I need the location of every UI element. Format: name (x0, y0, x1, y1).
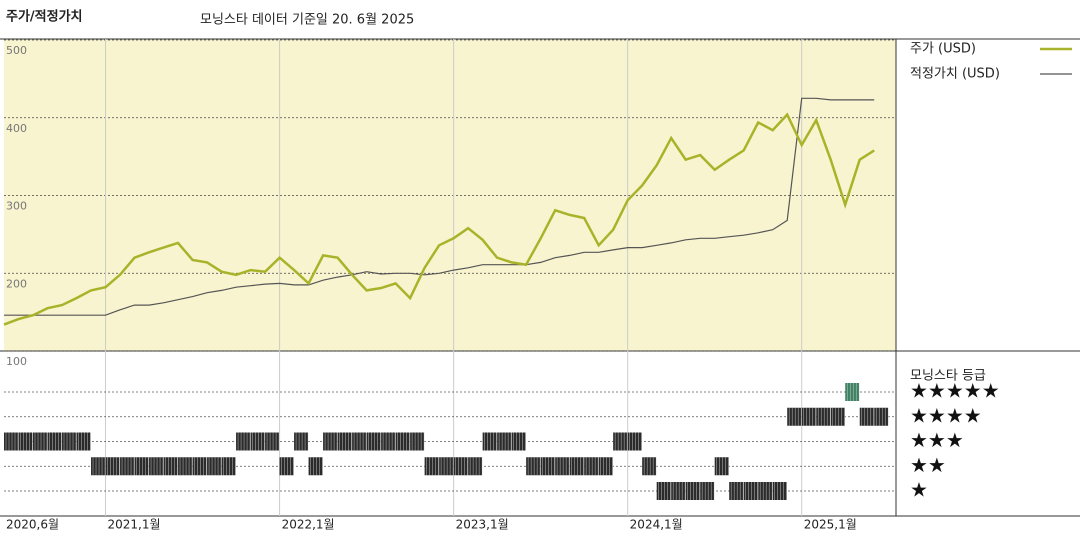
chart-subtitle: 모닝스타 데이터 기준일 20. 6월 2025 (200, 13, 414, 28)
rating-label: ★ (910, 478, 928, 502)
rating-bar (105, 457, 120, 476)
rating-label: ★★★★ (910, 403, 982, 427)
rating-bar (468, 457, 483, 476)
x-tick-label: 2020,6월 (6, 518, 59, 532)
rating-bar (410, 432, 425, 451)
rating-bar (526, 457, 541, 476)
rating-bar (134, 457, 149, 476)
rating-bar (569, 457, 584, 476)
rating-bar (453, 457, 468, 476)
rating-bar (845, 383, 860, 401)
y-tick-label: 500 (6, 44, 27, 57)
rating-bar (642, 457, 657, 476)
rating-bar (337, 432, 352, 451)
rating-bar (178, 457, 193, 476)
rating-label: ★★★ (910, 428, 964, 452)
rating-bar (714, 457, 729, 476)
rating-bar (656, 482, 671, 500)
series-line (4, 97, 875, 316)
x-tick-label: 2022,1월 (282, 518, 335, 532)
rating-bar (729, 482, 744, 500)
rating-bar (47, 432, 62, 451)
rating-bar (163, 457, 178, 476)
legend-label: 주가 (USD) (910, 42, 976, 57)
rating-bar (555, 457, 570, 476)
rating-bar (4, 432, 19, 451)
y-tick-label: 200 (6, 277, 27, 290)
y-tick-label: 100 (6, 355, 27, 368)
rating-bar (76, 432, 91, 451)
rating-bar (859, 407, 874, 426)
rating-bar (265, 432, 280, 451)
rating-bar (830, 407, 845, 426)
rating-title: 모닝스타 등급 (910, 369, 986, 384)
rating-bar (743, 482, 758, 500)
rating-bar (352, 432, 367, 451)
rating-bar (236, 432, 251, 451)
rating-bar (613, 432, 628, 451)
rating-bar (323, 432, 338, 451)
rating-bar (671, 482, 686, 500)
rating-bar (685, 482, 700, 500)
rating-bar (294, 432, 309, 451)
rating-bar (497, 432, 512, 451)
rating-bar (758, 482, 773, 500)
y-tick-label: 300 (6, 200, 27, 213)
rating-bar (482, 432, 497, 451)
x-tick-label: 2021,1월 (108, 518, 161, 532)
rating-bar (874, 407, 889, 426)
rating-bar (584, 457, 599, 476)
rating-bar (221, 457, 236, 476)
rating-bar (424, 457, 439, 476)
x-tick-label: 2023,1월 (456, 518, 509, 532)
rating-bar (439, 457, 454, 476)
rating-bar (149, 457, 164, 476)
x-tick-label: 2024,1월 (630, 518, 683, 532)
rating-label: ★★ (910, 453, 946, 477)
rating-bar (395, 432, 410, 451)
rating-bar (120, 457, 135, 476)
rating-bar (192, 457, 207, 476)
rating-bar (598, 457, 613, 476)
rating-bar (279, 457, 294, 476)
rating-label: ★★★★★ (910, 379, 1000, 403)
chart-title: 주가/적정가치 (6, 9, 83, 25)
rating-bar (62, 432, 77, 451)
rating-bar (801, 407, 816, 426)
rating-bar (381, 432, 396, 451)
rating-bar (511, 432, 526, 451)
rating-bar (787, 407, 802, 426)
rating-bar (250, 432, 265, 451)
series-line (3, 112, 875, 326)
rating-bar (540, 457, 555, 476)
x-tick-label: 2025,1월 (804, 518, 857, 532)
rating-bar (308, 457, 323, 476)
rating-bar (18, 432, 33, 451)
rating-bar (772, 482, 787, 500)
rating-bar (207, 457, 222, 476)
rating-bar (91, 457, 106, 476)
rating-bar (816, 407, 831, 426)
rating-bar (627, 432, 642, 451)
rating-bar (700, 482, 715, 500)
rating-bar (366, 432, 381, 451)
rating-bar (33, 432, 48, 451)
y-tick-label: 400 (6, 122, 27, 135)
legend-label: 적정가치 (USD) (910, 67, 1000, 82)
plot-background (4, 39, 896, 351)
